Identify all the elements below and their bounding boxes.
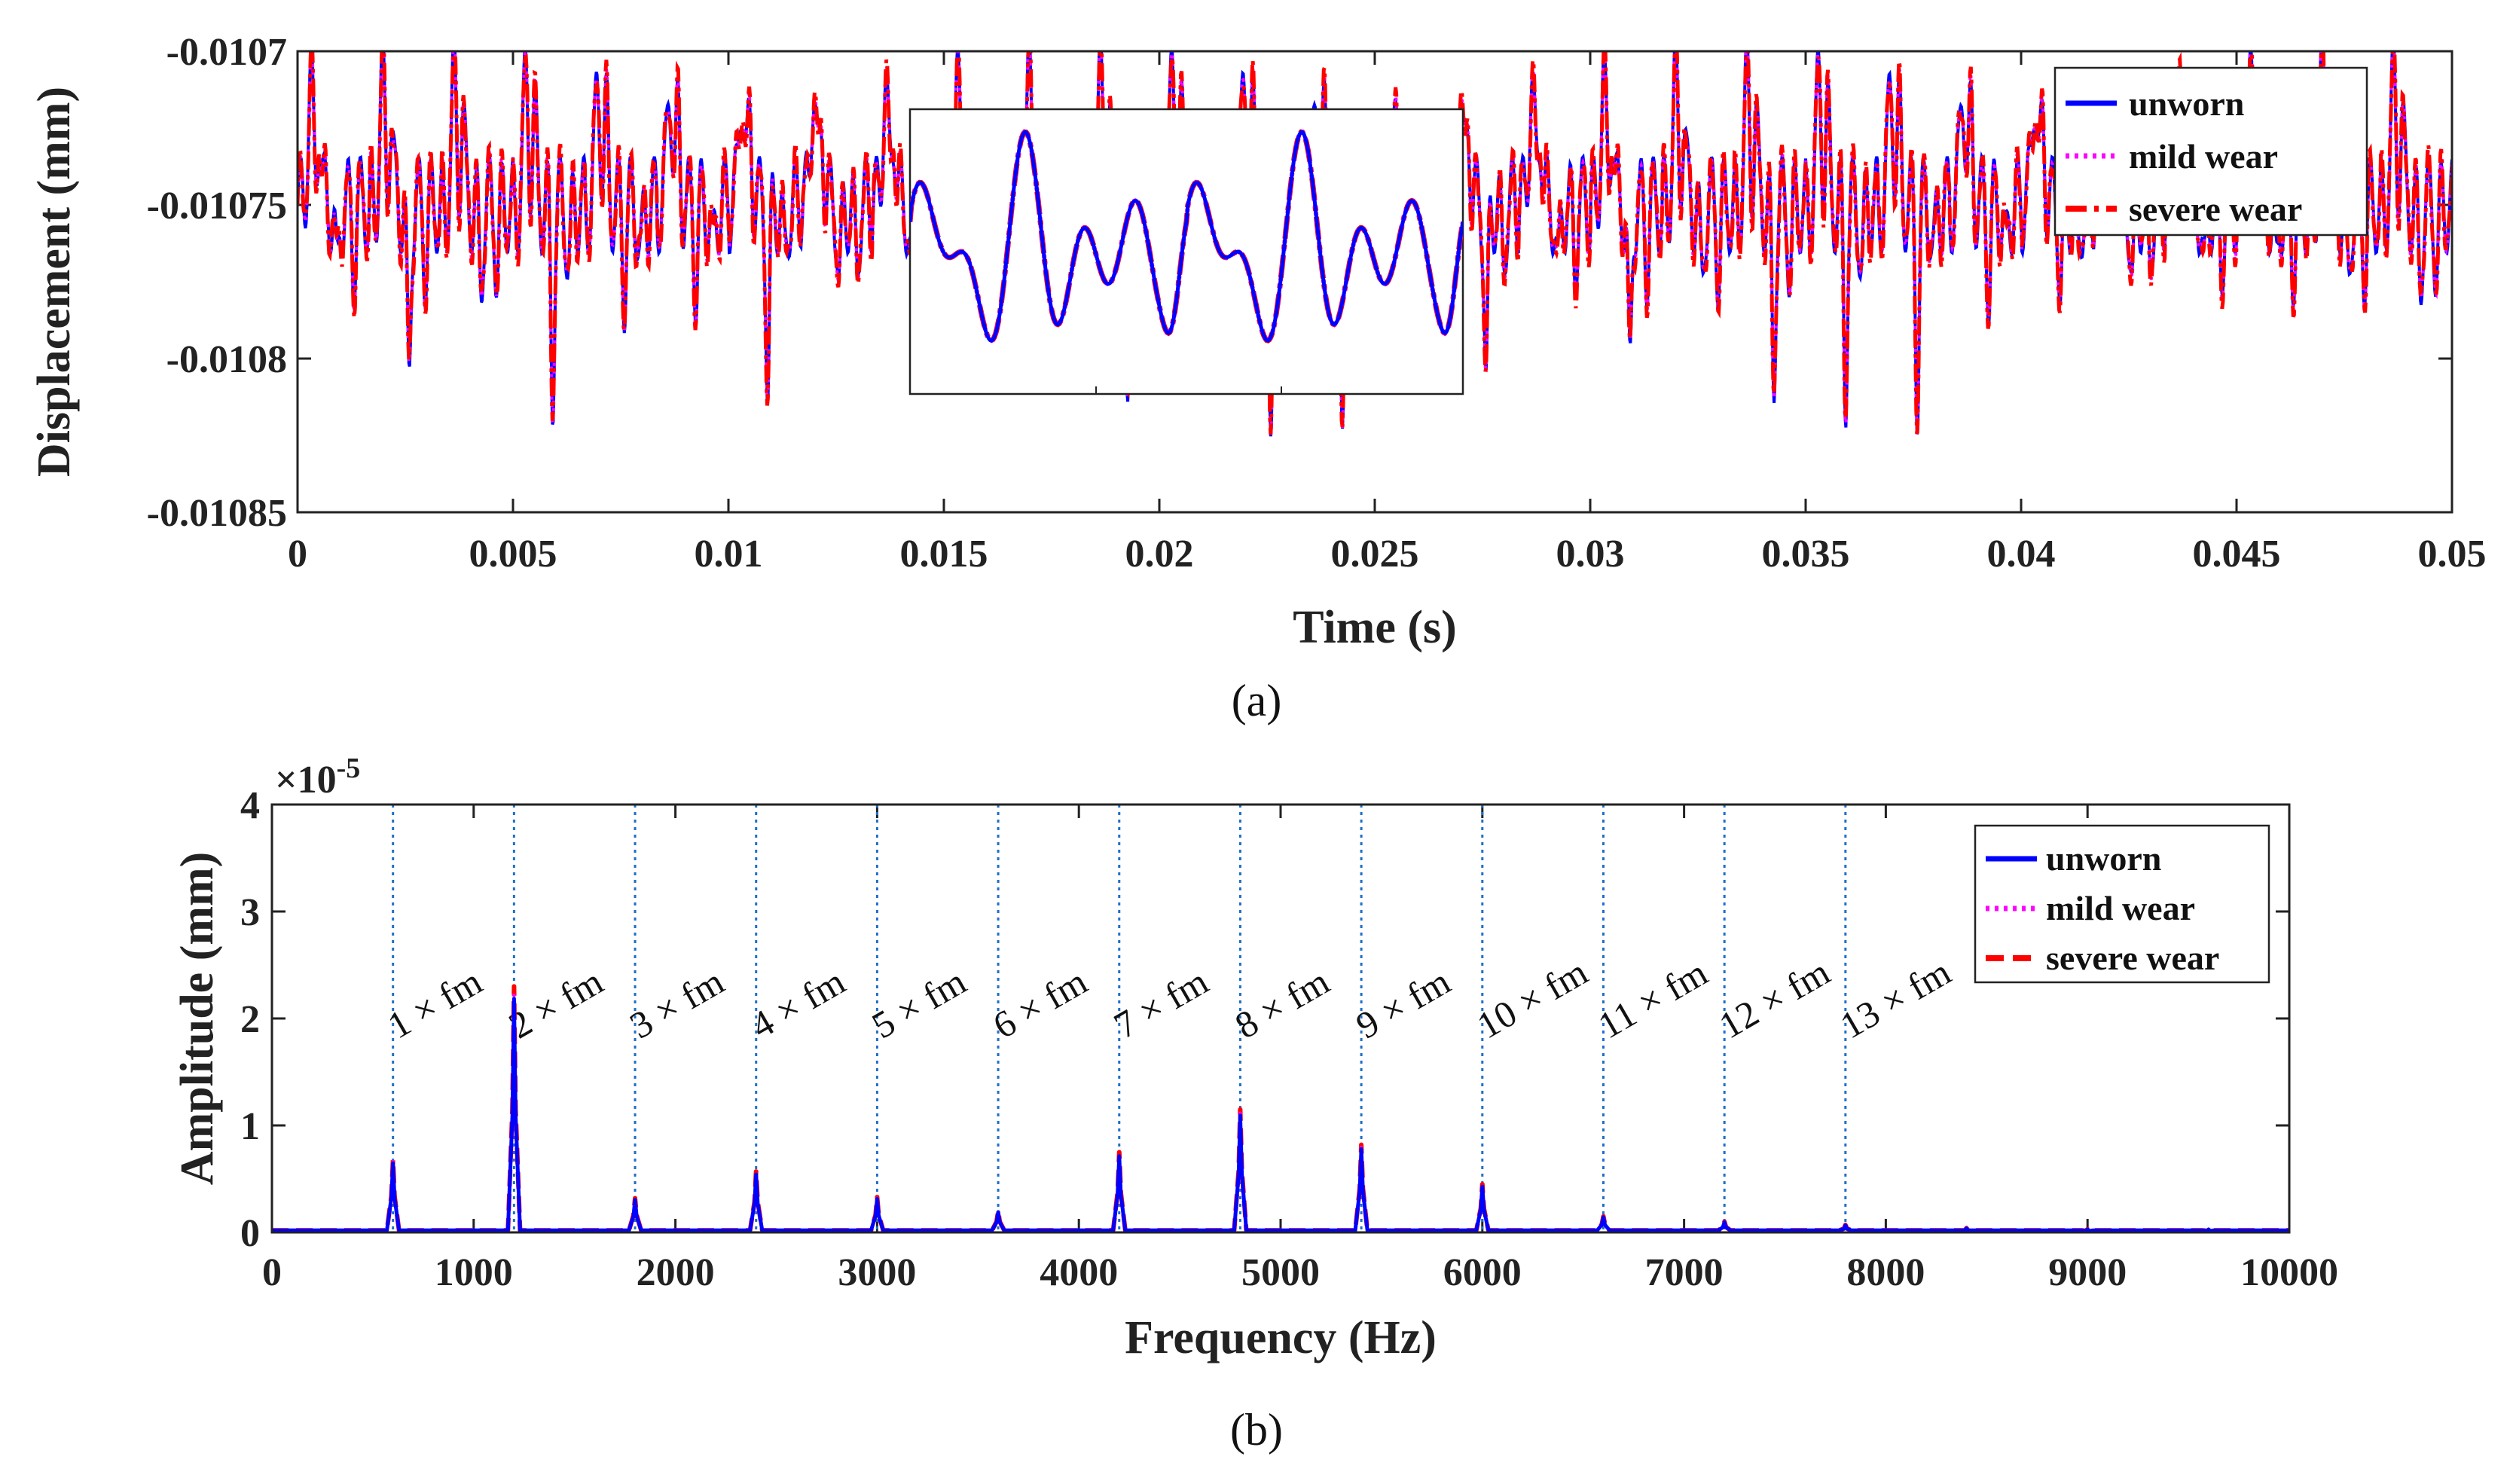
y-tick-label: 1 — [240, 1105, 260, 1148]
harmonic-label: 6 × fm — [986, 960, 1095, 1046]
panel-b-ylabel: Amplitude (mm) — [172, 852, 223, 1186]
panel-b-caption: (b) — [1230, 1405, 1283, 1455]
y-tick-label: 4 — [240, 784, 260, 827]
x-tick-label: 0.01 — [695, 533, 763, 576]
harmonic-label: 4 × fm — [744, 960, 852, 1046]
panel-b-axes-box — [270, 803, 2291, 1234]
legend-label-unworn: unworn — [2129, 84, 2244, 123]
y-tick-label: -0.01085 — [147, 492, 287, 535]
x-tick-label: 0.04 — [1987, 533, 2056, 576]
x-tick-label: 6000 — [1443, 1251, 1522, 1294]
x-tick-label: 0.025 — [1331, 533, 1419, 576]
panel-b-legend: unworn mild wear severe wear — [1974, 824, 2270, 984]
x-tick-label: 10000 — [2240, 1251, 2338, 1294]
scale-exponent: -5 — [337, 753, 361, 784]
x-tick-label: 8000 — [1846, 1251, 1925, 1294]
harmonic-label: 12 × fm — [1712, 951, 1837, 1047]
inset-background — [908, 108, 1464, 395]
panel-a-time-domain: 0 0.005 0.01 0.015 0.02 0.025 0.03 0.035 0.04 0.0… — [29, 31, 2487, 725]
x-tick-label: 5000 — [1241, 1251, 1320, 1294]
panel-a-tick-labels: 0 0.005 0.01 0.015 0.02 0.025 0.03 0.035 0.04 0.0… — [147, 31, 2487, 576]
x-tick-label: 0.035 — [1762, 533, 1850, 576]
harmonic-label: 10 × fm — [1470, 951, 1595, 1047]
panel-b-tick-labels: 0 1000 2000 3000 4000 5000 6000 7000 8000 9000 100… — [240, 784, 2338, 1294]
panel-a-axes-box — [296, 50, 2453, 514]
harmonic-label: 1 × fm — [380, 960, 489, 1046]
panel-b-frequency-domain: 1 × fm 2 × fm 3 × fm 4 × fm 5 × fm 6 × fm 7 × … — [172, 753, 2338, 1455]
inset-series — [910, 129, 1463, 344]
inset-line-unworn — [910, 130, 1463, 343]
y-tick-label: 2 — [240, 998, 260, 1041]
x-tick-label: 9000 — [2048, 1251, 2127, 1294]
harmonic-label: 3 × fm — [623, 960, 731, 1046]
x-tick-label: 0.05 — [2418, 533, 2487, 576]
y-tick-label: -0.0108 — [166, 338, 287, 381]
series-line-mild-wear — [272, 992, 2289, 1232]
panel-a-inset — [908, 108, 1464, 395]
y-tick-label: -0.01075 — [147, 185, 287, 227]
x-tick-label: 3000 — [838, 1251, 916, 1294]
panel-a-caption: (a) — [1232, 676, 1282, 725]
harmonic-label: 5 × fm — [865, 960, 973, 1046]
legend-label-mild-wear: mild wear — [2046, 889, 2195, 927]
x-tick-label: 1000 — [435, 1251, 513, 1294]
y-tick-label: 3 — [240, 891, 260, 934]
series-line-unworn — [272, 997, 2289, 1232]
x-tick-label: 0.015 — [900, 533, 988, 576]
x-tick-label: 0.03 — [1556, 533, 1625, 576]
x-tick-label: 0.045 — [2193, 533, 2281, 576]
harmonic-label: 7 × fm — [1107, 960, 1215, 1046]
x-tick-label: 7000 — [1645, 1251, 1724, 1294]
x-tick-label: 0.02 — [1125, 533, 1194, 576]
legend-label-severe-wear: severe wear — [2046, 939, 2219, 977]
panel-a-legend: unworn mild wear severe wear — [2053, 66, 2368, 237]
harmonic-label: 8 × fm — [1228, 960, 1336, 1046]
x-tick-label: 2000 — [637, 1251, 715, 1294]
panel-b-series — [272, 984, 2289, 1232]
scale-base: ×10 — [275, 759, 337, 802]
harmonic-label: 9 × fm — [1349, 960, 1458, 1046]
x-tick-label: 0.005 — [469, 533, 557, 576]
panel-b-scale-factor: ×10-5 — [275, 753, 360, 802]
panel-a-xlabel: Time (s) — [1293, 602, 1457, 653]
x-tick-label: 0 — [288, 533, 307, 576]
legend-label-unworn: unworn — [2046, 839, 2161, 878]
x-tick-label: 0 — [262, 1251, 282, 1294]
panel-b-harmonic-labels: 1 × fm 2 × fm 3 × fm 4 × fm 5 × fm 6 × fm 7 × … — [380, 951, 1958, 1047]
harmonic-label: 2 × fm — [502, 960, 610, 1046]
y-tick-label: 0 — [240, 1212, 260, 1255]
y-tick-label: -0.0107 — [166, 31, 287, 74]
harmonic-label: 13 × fm — [1833, 951, 1958, 1047]
panel-a-ylabel: Displacement (mm) — [29, 87, 80, 477]
x-tick-label: 4000 — [1040, 1251, 1118, 1294]
panel-b-xlabel: Frequency (Hz) — [1125, 1312, 1437, 1363]
legend-label-severe-wear: severe wear — [2129, 190, 2302, 228]
legend-label-mild-wear: mild wear — [2129, 137, 2278, 176]
harmonic-label: 11 × fm — [1591, 951, 1715, 1047]
